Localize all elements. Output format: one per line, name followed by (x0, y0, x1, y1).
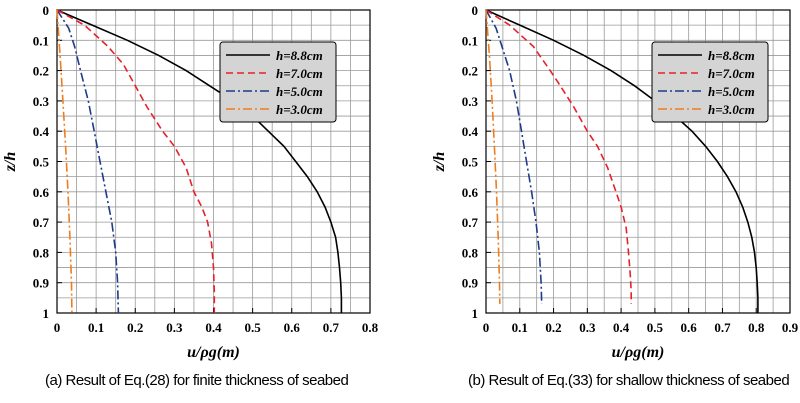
y-tick-label: 1 (43, 306, 50, 321)
x-axis-label: u/ρg(m) (187, 344, 240, 361)
y-tick-label: 0.4 (462, 124, 479, 139)
y-tick-label: 0.6 (33, 185, 50, 200)
legend-box (219, 41, 337, 123)
x-tick-label: 0.7 (714, 320, 731, 335)
chart-panel-2: 0 0.1 0.2 0.3 0.4 0.5 0.6 0.7 0.8 0.9 0 0.1 0.2 0.3 0.… (431, 3, 799, 361)
y-tick-label: 0.1 (462, 33, 478, 48)
x-tick-label: 0.2 (545, 320, 561, 335)
y-tick-label: 0.9 (462, 276, 479, 291)
x-tick-label: 0.2 (127, 320, 143, 335)
legend-label: h=7.0cm (708, 66, 755, 81)
x-tick-label: 0.6 (284, 320, 301, 335)
y-tick-label: 0.9 (33, 276, 50, 291)
x-tick-label: 0.9 (782, 320, 799, 335)
chart-panel-1: 0 0.1 0.2 0.3 0.4 0.5 0.6 0.7 0.8 0 0.1 0.2 0.3 0.4 0.… (2, 3, 379, 361)
x-tick-label: 0.5 (245, 320, 262, 335)
x-tick-label: 0.7 (323, 320, 340, 335)
y-tick-label: 0.3 (33, 94, 50, 109)
series-line-1 (485, 9, 759, 313)
x-tick-label: 0.4 (205, 320, 222, 335)
series-line-3 (56, 9, 120, 314)
y-tick-label: 0.2 (462, 64, 478, 79)
caption-a: (a) Result of Eq.(28) for finite thickne… (45, 372, 349, 389)
y-tick-label: 0.4 (33, 124, 50, 139)
legend-label: h=3.0cm (708, 102, 755, 117)
series-line-1 (56, 9, 343, 313)
y-tick-label: 0.7 (462, 215, 479, 230)
x-tick-label: 0.8 (748, 320, 765, 335)
legend-box (651, 41, 769, 123)
x-tick-label: 0 (54, 320, 61, 335)
caption-b: (b) Result of Eq.(33) for shallow thickn… (468, 372, 790, 389)
x-tick-label: 0.3 (579, 320, 596, 335)
y-tick-label: 0.6 (462, 185, 479, 200)
legend-label: h=3.0cm (276, 102, 323, 117)
y-tick-label: 0.5 (462, 155, 479, 170)
x-tick-label: 0.1 (88, 320, 104, 335)
y-tick-label: 0.5 (33, 155, 50, 170)
x-tick-label: 0.6 (681, 320, 698, 335)
series-line-4 (56, 9, 73, 314)
x-axis-label: u/ρg(m) (612, 344, 665, 361)
y-axis-label: z/h (2, 152, 19, 173)
series-line-4 (485, 9, 501, 304)
legend-label: h=5.0cm (276, 84, 323, 99)
y-tick-label: 0.1 (33, 33, 49, 48)
legend-label: h=5.0cm (708, 84, 755, 99)
series-line-2 (56, 9, 216, 313)
y-tick-label: 0.3 (462, 94, 479, 109)
x-tick-label: 0.5 (647, 320, 664, 335)
legend-label: h=8.8cm (708, 48, 755, 63)
y-tick-label: 0.8 (33, 245, 50, 260)
legend-label: h=7.0cm (276, 66, 323, 81)
y-axis-label: z/h (431, 152, 448, 173)
x-tick-label: 0.1 (512, 320, 528, 335)
series-line-2 (485, 9, 632, 304)
legend-label: h=8.8cm (276, 48, 323, 63)
y-tick-label: 0.7 (33, 215, 50, 230)
x-tick-label: 0.3 (166, 320, 183, 335)
y-tick-label: 0 (43, 3, 50, 18)
y-tick-label: 0.2 (33, 64, 49, 79)
y-tick-label: 0.8 (462, 245, 479, 260)
y-tick-label: 0 (472, 3, 479, 18)
y-tick-label: 1 (472, 306, 479, 321)
x-tick-label: 0.4 (613, 320, 630, 335)
x-tick-label: 0.8 (362, 320, 379, 335)
series-line-3 (485, 9, 543, 304)
x-tick-label: 0 (483, 320, 490, 335)
